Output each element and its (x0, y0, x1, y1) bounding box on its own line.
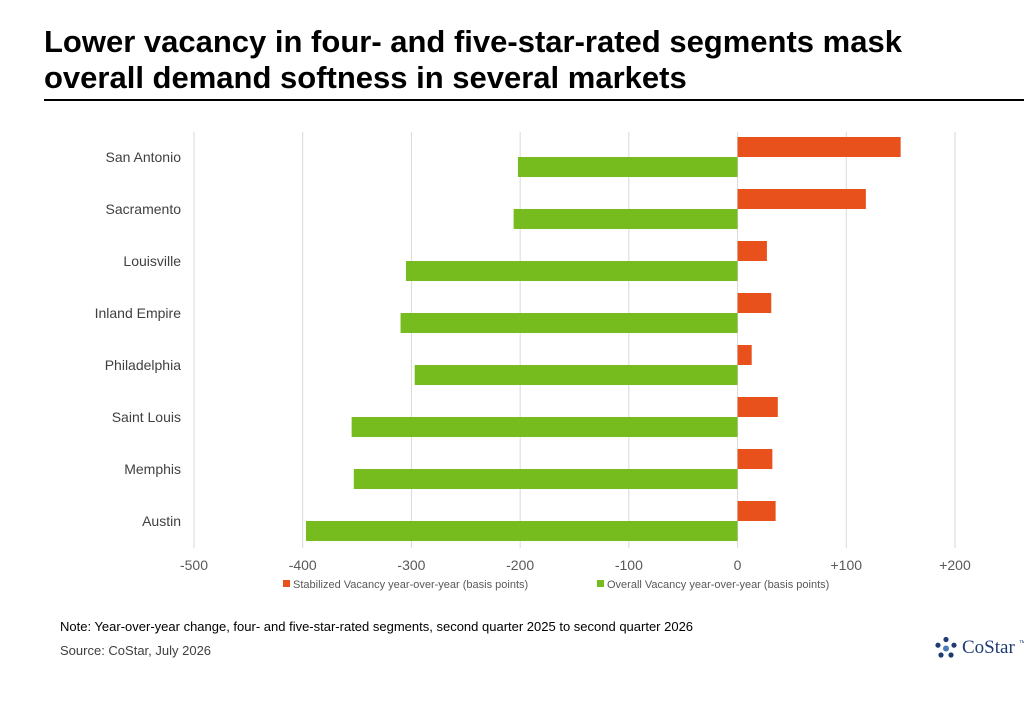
x-tick-label: +200 (939, 557, 971, 573)
stabilized-bar-saint-louis (737, 397, 778, 417)
x-tick-label: 0 (734, 557, 742, 573)
stabilized-bar-sacramento (737, 189, 866, 209)
legend: Stabilized Vacancy year-over-year (basis… (283, 579, 829, 591)
bar-chart: San Antonio Sacramento Louisville Inland Em… (95, 132, 971, 591)
category-labels: San Antonio Sacramento Louisville Inland Em… (95, 149, 182, 529)
category-label-san-antonio: San Antonio (105, 149, 181, 165)
category-label-louisville: Louisville (123, 253, 181, 269)
overall-bar-austin (305, 521, 738, 541)
x-tick-label: -500 (180, 557, 208, 573)
overall-bar-philadelphia (414, 365, 738, 385)
costar-star-logo-icon (935, 636, 957, 658)
x-tick-label: -100 (615, 557, 643, 573)
category-label-inland-empire: Inland Empire (95, 305, 182, 321)
stabilized-bar-louisville (737, 241, 767, 261)
category-label-saint-louis: Saint Louis (112, 409, 181, 425)
costar-logo-trademark: ™ (1018, 640, 1024, 647)
chart-source: Source: CoStar, July 2026 (60, 643, 212, 658)
overall-bar-inland-empire (400, 313, 738, 333)
overall-bar-sacramento (513, 209, 738, 229)
x-tick-label: +100 (831, 557, 863, 573)
costar-logo-text: CoStar (962, 637, 1015, 658)
x-tick-label: -300 (397, 557, 425, 573)
category-label-memphis: Memphis (124, 461, 181, 477)
chart-note: Note: Year-over-year change, four- and f… (60, 619, 694, 634)
stabilized-bar-san-antonio (737, 137, 901, 157)
x-tick-label: -400 (289, 557, 317, 573)
overall-bar-saint-louis (351, 417, 738, 437)
stabilized-bar-austin (737, 501, 776, 521)
title-divider (44, 99, 1024, 101)
costar-logo: CoStar ™ (934, 636, 1024, 660)
legend-swatch-stabilized (283, 580, 290, 587)
chart-title: Lower vacancy in four- and five-star-rat… (44, 24, 902, 95)
category-label-philadelphia: Philadelphia (105, 357, 181, 373)
legend-label-overall: Overall Vacancy year-over-year (basis po… (607, 579, 829, 591)
legend-swatch-overall (597, 580, 604, 587)
stabilized-bar-memphis (737, 449, 773, 469)
stabilized-bar-philadelphia (737, 345, 752, 365)
category-label-sacramento: Sacramento (106, 201, 182, 217)
bars (305, 137, 901, 541)
legend-label-stabilized: Stabilized Vacancy year-over-year (basis… (293, 579, 528, 591)
x-axis-tick-labels: -500 -400 -300 -200 -100 0 +100 +200 (180, 557, 971, 573)
x-tick-label: -200 (506, 557, 534, 573)
category-label-austin: Austin (142, 513, 181, 529)
stabilized-bar-inland-empire (737, 293, 772, 313)
overall-bar-memphis (353, 469, 738, 489)
overall-bar-louisville (405, 261, 738, 281)
overall-bar-san-antonio (517, 157, 738, 177)
